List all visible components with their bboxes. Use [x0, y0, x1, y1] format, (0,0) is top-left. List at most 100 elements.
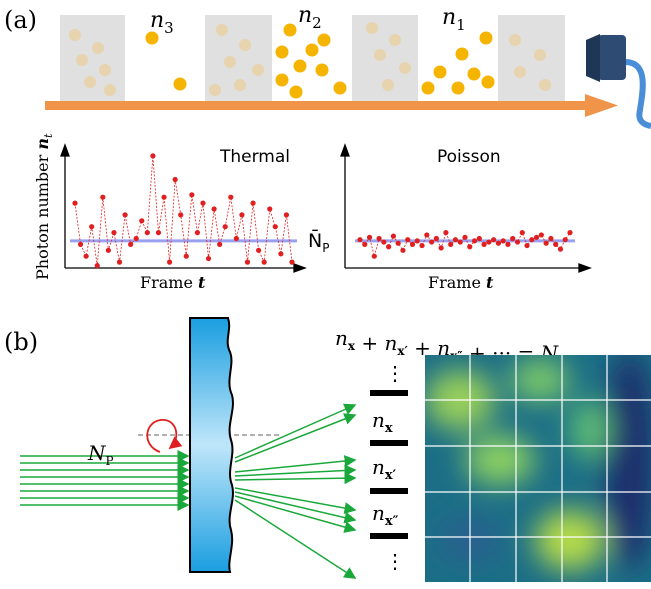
data-point — [505, 242, 510, 247]
data-point — [234, 236, 239, 241]
data-point — [510, 236, 515, 241]
data-point — [548, 236, 553, 241]
mean-label: N̄P — [308, 228, 329, 255]
data-point — [491, 237, 496, 242]
data-point — [419, 243, 424, 248]
data-point — [467, 244, 472, 249]
data-point — [139, 218, 144, 223]
mode-label: nx″ — [372, 501, 399, 529]
data-point — [195, 230, 200, 235]
data-point — [357, 237, 362, 242]
data-point — [410, 242, 415, 247]
data-point — [217, 242, 222, 247]
data-point — [278, 251, 283, 256]
data-point — [289, 260, 294, 265]
data-point — [173, 177, 178, 182]
data-point — [400, 248, 405, 253]
data-point — [156, 230, 161, 235]
data-point — [262, 260, 267, 265]
data-point — [84, 254, 89, 259]
data-point — [539, 232, 544, 237]
data-point — [529, 237, 534, 242]
data-point — [200, 201, 205, 206]
data-point — [362, 242, 367, 247]
figure: (a) n3 n2 n1 Thermal Photon number nt Fr… — [0, 0, 651, 589]
data-point — [391, 234, 396, 239]
data-point — [134, 236, 139, 241]
equation-subscript: x′ — [397, 344, 407, 358]
data-point — [481, 242, 486, 247]
y-axis-label: Photon number nt — [33, 133, 55, 280]
panel-label: (b) — [4, 328, 38, 356]
data-point — [178, 212, 183, 217]
data-point — [284, 212, 289, 217]
data-point — [150, 153, 155, 158]
data-point — [72, 201, 77, 206]
data-point — [223, 224, 228, 229]
data-point — [189, 192, 194, 197]
data-point — [520, 230, 525, 235]
data-point — [544, 241, 549, 246]
data-point — [145, 230, 150, 235]
mode-label: nx — [372, 408, 393, 436]
data-point — [396, 241, 401, 246]
data-point — [567, 230, 572, 235]
data-point — [212, 206, 217, 211]
data-point — [89, 224, 94, 229]
data-point — [256, 248, 261, 253]
data-point — [106, 248, 111, 253]
data-point — [443, 230, 448, 235]
data-point — [381, 239, 386, 244]
data-point — [228, 195, 233, 200]
plot-title: Poisson — [437, 147, 501, 167]
data-point — [501, 238, 506, 243]
data-point — [376, 236, 381, 241]
equation-term: n — [335, 326, 348, 350]
data-point — [167, 260, 172, 265]
data-point — [100, 195, 105, 200]
data-point — [95, 263, 100, 268]
data-point — [486, 239, 491, 244]
mode-label: nx′ — [372, 455, 397, 483]
speckle-image — [425, 350, 651, 582]
x-axis-label: Frame t — [428, 273, 494, 292]
data-point — [122, 212, 127, 217]
data-point — [128, 242, 133, 247]
data-point — [78, 242, 83, 247]
data-point — [267, 206, 272, 211]
data-point — [415, 238, 420, 243]
data-point — [472, 238, 477, 243]
occupation-label: n3 — [150, 8, 174, 37]
data-point — [273, 224, 278, 229]
rotation-arrow — [147, 420, 176, 452]
data-point — [458, 239, 463, 244]
data-point — [429, 239, 434, 244]
photons — [69, 22, 551, 99]
data-point — [250, 201, 255, 206]
data-point — [434, 236, 439, 241]
data-point — [239, 212, 244, 217]
data-point — [245, 260, 250, 265]
data-point — [372, 254, 377, 259]
data-point — [524, 243, 529, 248]
data-point — [439, 245, 444, 250]
data-point — [534, 235, 539, 240]
data-point — [184, 254, 189, 259]
diffuser — [190, 318, 233, 572]
data-point — [553, 242, 558, 247]
panel-label: (a) — [4, 6, 37, 34]
equation-term: + — [355, 331, 384, 355]
data-point — [496, 241, 501, 246]
data-point — [405, 237, 410, 242]
occupation-label: n2 — [298, 3, 322, 32]
equation-term: n — [385, 331, 398, 355]
data-point — [448, 242, 453, 247]
data-point — [462, 235, 467, 240]
ellipsis: ⋮ — [385, 361, 405, 385]
plot-title: Thermal — [219, 147, 290, 167]
data-point — [424, 232, 429, 237]
x-axis-label: Frame t — [140, 273, 206, 292]
occupation-label: n1 — [442, 5, 466, 34]
data-point — [515, 239, 520, 244]
data-point — [563, 237, 568, 242]
